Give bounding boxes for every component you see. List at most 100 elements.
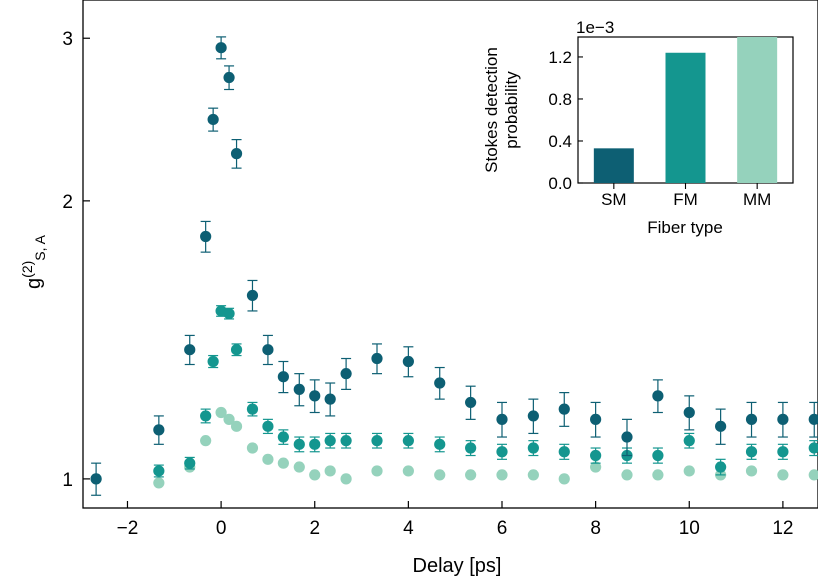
data-point xyxy=(246,289,259,302)
data-point xyxy=(293,461,305,473)
inset-y-ticks: 0.0 0.4 0.8 1.2 xyxy=(548,48,583,193)
data-point xyxy=(621,469,633,481)
data-point xyxy=(683,435,695,447)
y-tick-label: 2 xyxy=(62,192,73,213)
inset-x-tick-label: MM xyxy=(743,190,771,209)
data-series xyxy=(90,406,818,489)
data-point xyxy=(496,413,508,425)
main-plot-frame xyxy=(82,0,818,509)
y-tick-label: 3 xyxy=(62,29,73,50)
data-point xyxy=(200,230,212,243)
data-point xyxy=(402,355,414,368)
inset-y-axis-label-line2: probability xyxy=(502,71,521,149)
main-plot: −2 0 2 4 6 8 10 12 123 Delay [ps] g(2)S, A xyxy=(19,0,818,577)
data-point xyxy=(277,371,289,383)
x-tick-label: 8 xyxy=(590,518,601,539)
data-point xyxy=(246,442,259,454)
inset-bar-chart: 0.0 0.4 0.8 1.2 SM FM MM 1e−3 Fiber type Stok… xyxy=(482,18,794,237)
inset-y-axis-label: Stokes detection xyxy=(482,47,501,173)
data-point xyxy=(558,473,570,485)
data-point xyxy=(745,413,758,425)
data-point xyxy=(223,413,235,425)
data-point xyxy=(184,457,196,469)
bar xyxy=(665,52,706,183)
data-point xyxy=(621,431,633,443)
data-point xyxy=(777,469,789,481)
inset-bars xyxy=(593,37,778,183)
x-tick-label: 0 xyxy=(216,518,227,539)
data-point xyxy=(777,413,789,425)
data-point xyxy=(434,469,446,481)
data-point xyxy=(715,420,727,432)
inset-y-tick-label: 0.0 xyxy=(548,174,572,193)
inset-x-tick-label: FM xyxy=(673,190,698,209)
data-point xyxy=(293,383,305,395)
bar xyxy=(593,148,634,183)
data-point xyxy=(153,477,165,489)
data-point xyxy=(262,453,274,465)
inset-x-axis-label: Fiber type xyxy=(647,218,723,237)
data-point xyxy=(340,435,352,447)
inset-y-tick-label: 0.4 xyxy=(548,132,572,151)
data-point xyxy=(324,393,336,405)
data-point xyxy=(262,344,274,356)
data-point xyxy=(745,446,758,458)
inset-x-tick-label: SM xyxy=(601,190,627,209)
data-point xyxy=(652,390,664,402)
inset-y-tick-label: 1.2 xyxy=(548,48,572,67)
data-point xyxy=(293,438,305,450)
data-point xyxy=(496,469,508,481)
data-point xyxy=(590,461,602,473)
data-point xyxy=(371,435,383,447)
data-point xyxy=(215,406,227,419)
data-point xyxy=(683,406,695,419)
data-point xyxy=(215,42,227,54)
data-point xyxy=(223,307,235,320)
data-point xyxy=(277,457,289,469)
data-point xyxy=(808,469,818,481)
main-series xyxy=(90,36,818,496)
inset-x-ticks: SM FM MM xyxy=(601,183,771,209)
data-point xyxy=(465,469,477,481)
data-point xyxy=(277,431,289,443)
x-tick-label: 10 xyxy=(679,518,700,539)
data-point xyxy=(371,352,383,365)
data-point xyxy=(527,410,539,422)
data-point xyxy=(309,438,321,450)
data-point xyxy=(246,403,259,415)
data-point xyxy=(777,446,789,458)
data-point xyxy=(371,465,383,477)
x-tick-label: −2 xyxy=(117,518,139,539)
data-point xyxy=(558,403,570,415)
data-point xyxy=(527,442,539,454)
data-point xyxy=(200,435,212,447)
main-x-ticks: −2 0 2 4 6 8 10 12 xyxy=(117,501,793,539)
data-point xyxy=(340,368,352,380)
data-series xyxy=(90,36,818,496)
data-point xyxy=(309,390,321,402)
data-point xyxy=(207,113,219,126)
data-point xyxy=(207,355,219,368)
data-point xyxy=(223,71,235,84)
x-tick-label: 12 xyxy=(772,518,793,539)
data-point xyxy=(683,465,695,477)
data-point xyxy=(465,442,477,454)
data-point xyxy=(153,465,165,477)
data-point xyxy=(652,449,664,462)
data-point xyxy=(527,469,539,481)
data-point xyxy=(230,148,243,160)
data-point xyxy=(340,473,352,485)
data-point xyxy=(652,469,664,481)
data-point xyxy=(590,413,602,425)
data-point xyxy=(745,465,758,477)
data-point xyxy=(402,465,414,477)
x-tick-label: 6 xyxy=(497,518,508,539)
data-point xyxy=(200,410,212,422)
data-point xyxy=(434,377,446,389)
main-y-ticks: 1 2 3 xyxy=(62,29,90,491)
inset-y-tick-label: 0.8 xyxy=(548,90,572,109)
data-point xyxy=(496,446,508,458)
data-series xyxy=(153,305,818,478)
data-point xyxy=(808,442,818,454)
data-point xyxy=(590,449,602,462)
